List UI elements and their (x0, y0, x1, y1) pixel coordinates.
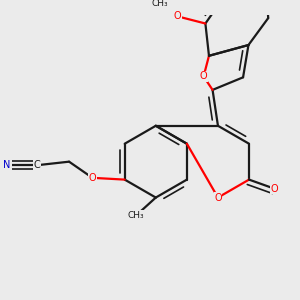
Text: O: O (88, 173, 96, 183)
Text: O: O (200, 71, 207, 81)
Text: O: O (174, 11, 181, 21)
Text: C: C (33, 160, 40, 170)
Text: O: O (214, 193, 222, 202)
Text: N: N (3, 160, 10, 170)
Text: CH₃: CH₃ (151, 0, 168, 8)
Text: CH₃: CH₃ (128, 211, 144, 220)
Text: O: O (270, 184, 278, 194)
